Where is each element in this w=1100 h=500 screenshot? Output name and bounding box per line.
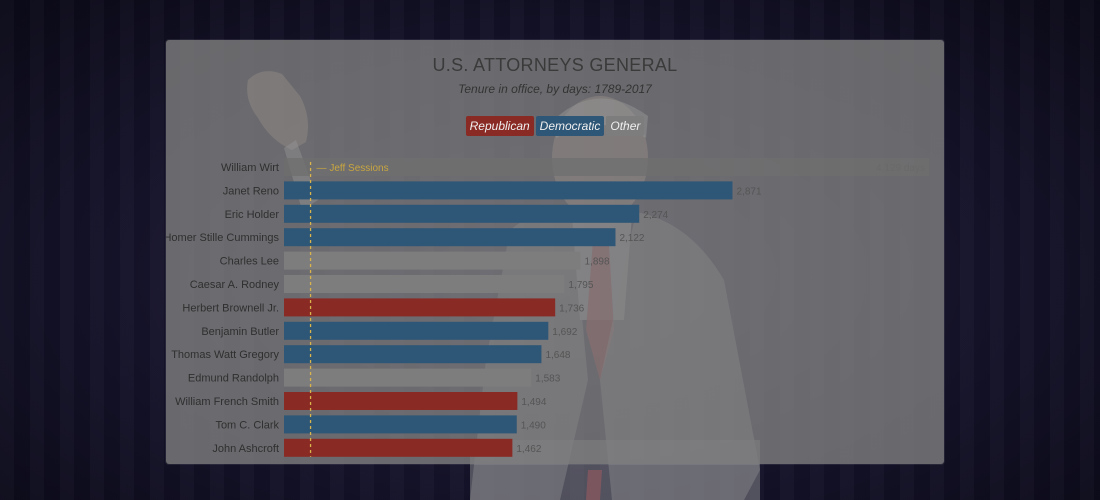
value-label-8: 1,648 <box>545 350 570 361</box>
bar-4[interactable] <box>284 251 581 270</box>
value-label-3: 2,122 <box>619 233 644 244</box>
bar-6[interactable] <box>284 298 556 317</box>
category-label-12: John Ashcroft <box>212 443 279 455</box>
bar-1[interactable] <box>284 181 733 200</box>
bar-10[interactable] <box>284 392 518 410</box>
value-label-4: 1,898 <box>584 257 609 268</box>
chart-title: U.S. ATTORNEYS GENERAL <box>432 55 678 75</box>
category-label-3: Homer Stille Cummings <box>166 232 279 244</box>
category-label-0: William Wirt <box>221 162 279 174</box>
category-label-5: Caesar A. Rodney <box>190 279 280 291</box>
annotation-label: — Jeff Sessions <box>317 163 389 174</box>
category-label-4: Charles Lee <box>220 256 279 268</box>
bar-2[interactable] <box>284 204 640 223</box>
bar-12[interactable] <box>284 438 513 457</box>
bar-5[interactable] <box>284 275 565 293</box>
bar-7[interactable] <box>284 321 549 340</box>
category-label-2: Eric Holder <box>225 209 280 221</box>
category-label-10: William French Smith <box>175 396 279 408</box>
value-label-0: 4,129 days <box>876 163 925 174</box>
value-label-1: 2,871 <box>736 186 761 197</box>
value-label-7: 1,692 <box>552 327 577 338</box>
category-label-9: Edmund Randolph <box>188 373 279 385</box>
category-label-6: Herbert Brownell Jr. <box>182 302 279 314</box>
value-label-9: 1,583 <box>535 374 560 385</box>
party-legend: Republican Democratic Other <box>166 116 944 136</box>
value-label-2: 2,274 <box>643 210 668 221</box>
category-label-11: Tom C. Clark <box>215 419 279 431</box>
value-label-5: 1,795 <box>568 280 593 291</box>
chart-panel: U.S. ATTORNEYS GENERAL Tenure in office,… <box>166 40 944 464</box>
category-label-7: Benjamin Butler <box>201 326 279 338</box>
category-label-1: Janet Reno <box>223 185 279 197</box>
bar-8[interactable] <box>284 345 542 364</box>
bar-11[interactable] <box>284 415 517 434</box>
bar-9[interactable] <box>284 368 532 387</box>
value-label-12: 1,462 <box>516 444 541 455</box>
legend-democratic[interactable]: Democratic <box>535 116 605 136</box>
bar-0[interactable] <box>284 158 929 176</box>
legend-other[interactable]: Other <box>606 116 645 136</box>
chart-subtitle: Tenure in office, by days: 1789-2017 <box>458 82 652 96</box>
bar-3[interactable] <box>284 228 616 247</box>
bar-chart: William Wirt 4,129 days Janet Reno 2,871 Eri… <box>166 158 929 457</box>
value-label-10: 1,494 <box>521 397 546 408</box>
legend-republican[interactable]: Republican <box>465 116 534 136</box>
category-label-8: Thomas Watt Gregory <box>171 349 279 361</box>
value-label-6: 1,736 <box>559 303 584 314</box>
value-label-11: 1,490 <box>521 420 546 431</box>
